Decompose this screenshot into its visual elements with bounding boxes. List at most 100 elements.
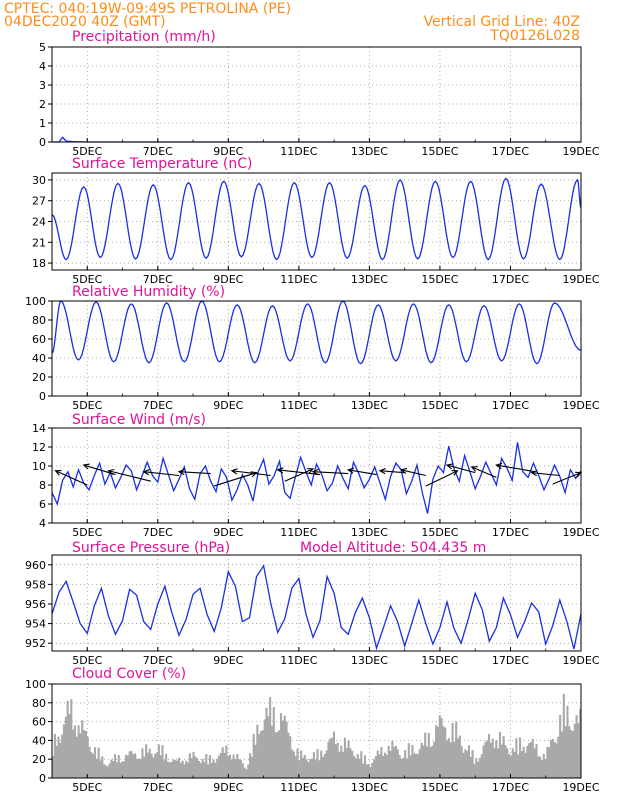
cloud-bar <box>249 753 252 778</box>
cloud-bar <box>522 746 525 778</box>
cloud-bar <box>205 754 208 778</box>
cloud-bar <box>176 760 179 778</box>
cloud-bar <box>546 746 549 778</box>
cloud-bar <box>103 764 106 778</box>
pressure-xtick-label: 7DEC <box>143 654 173 667</box>
cloud-bar <box>70 699 73 778</box>
precip-ytick-label: 5 <box>39 41 46 54</box>
cloud-bar <box>186 762 190 778</box>
cloud-bar <box>75 736 78 778</box>
temp-title: Surface Temperature (nC) <box>72 156 253 172</box>
cloud-bar <box>498 731 502 778</box>
wind-arrow <box>143 471 180 477</box>
cloud-bar <box>247 764 250 778</box>
wind-arrow <box>83 464 116 476</box>
cloud-bar <box>367 763 370 778</box>
cloud-bar <box>537 756 540 778</box>
temp-xtick-label: 11DEC <box>280 273 317 286</box>
wind-arrow-head <box>177 468 185 476</box>
cloud-bar <box>393 747 396 778</box>
cloud-bar <box>456 738 460 778</box>
pressure-xtick-label: 15DEC <box>421 654 458 667</box>
cloud-bar <box>117 755 120 778</box>
wind-arrow-head <box>230 468 238 475</box>
cloud-bar <box>382 756 385 778</box>
cloud-bar <box>354 758 357 778</box>
cloud-bar <box>548 746 551 778</box>
wind-series-line <box>51 442 582 514</box>
cloud-bar <box>119 762 122 778</box>
cloud-bar <box>68 713 71 778</box>
cloud-bar <box>358 758 361 778</box>
temp-panel: 18 21 24 27 30 5DEC 7DEC 9DEC 11DEC 13DEC 15DEC 17D… <box>32 172 600 286</box>
cloud-bar <box>197 761 201 778</box>
cloud-bar <box>307 762 310 778</box>
cloud-bar <box>447 738 450 778</box>
cloud-bar <box>387 745 390 778</box>
precip-ytick-label: 2 <box>39 98 46 111</box>
cloud-bar <box>435 725 438 778</box>
cloud-bar <box>137 758 140 778</box>
cloud-bar <box>276 731 279 778</box>
rh-series-line <box>51 300 582 365</box>
cloud-bar <box>464 749 467 778</box>
cloud-ytick-label: 40 <box>32 734 46 747</box>
cloud-bar <box>451 723 454 778</box>
cloud-xtick-label: 15DEC <box>421 781 458 794</box>
cloud-bar <box>484 741 487 778</box>
wind-arrow <box>401 469 426 477</box>
cloud-bar <box>491 738 494 778</box>
cloud-title: Cloud Cover (%) <box>72 666 186 682</box>
cloud-ytick-label: 60 <box>32 716 46 729</box>
cloud-bar <box>132 754 135 778</box>
cloud-bar <box>155 752 159 778</box>
cloud-bar <box>283 715 286 778</box>
cloud-bar <box>446 740 449 778</box>
cloud-bar <box>259 731 263 778</box>
wind-ytick-label: 6 <box>39 498 46 511</box>
cloud-bar <box>280 713 283 778</box>
precip-xtick-label: 19DEC <box>562 145 599 158</box>
cloud-bar <box>513 751 516 778</box>
pressure-title: Surface Pressure (hPa) <box>72 540 230 556</box>
wind-arrow <box>531 472 560 477</box>
wind-ytick-label: 10 <box>32 460 46 473</box>
header-model-id: TQ0126L028 <box>489 28 580 44</box>
cloud-bar <box>183 764 186 778</box>
cloud-bar <box>376 750 379 778</box>
cloud-bar <box>482 745 485 778</box>
pressure-series-line <box>51 564 582 651</box>
cloud-bar <box>221 747 224 778</box>
cloud-bar <box>72 729 75 778</box>
cloud-bar <box>289 736 292 778</box>
cloud-bar <box>83 730 86 778</box>
cloud-bar <box>407 743 410 778</box>
wind-arrow-head <box>530 470 538 477</box>
rh-xtick-label: 15DEC <box>421 399 458 412</box>
cloud-bar <box>535 744 538 778</box>
cloud-bar <box>95 758 98 778</box>
rh-ytick-label: 0 <box>39 390 46 403</box>
cloud-bar <box>318 760 321 778</box>
pressure-xtick-label: 9DEC <box>213 654 243 667</box>
cloud-bar <box>356 754 359 778</box>
cloud-bar <box>174 760 177 778</box>
precip-xtick-label: 7DEC <box>143 145 173 158</box>
rh-ytick-label: 80 <box>32 314 46 327</box>
cloud-bar <box>489 742 492 778</box>
cloud-bar <box>577 723 580 778</box>
pressure-xtick-label: 5DEC <box>72 654 102 667</box>
wind-arrow-head <box>470 466 478 472</box>
pressure-xtick-label: 17DEC <box>492 654 529 667</box>
rh-xtick-label: 17DEC <box>492 399 529 412</box>
cloud-bar <box>73 725 77 778</box>
wind-arrow <box>178 471 211 475</box>
cloud-bar <box>566 705 569 778</box>
cloud-bar <box>440 717 443 778</box>
cloud-bar <box>400 758 403 778</box>
cloud-bar <box>383 752 387 778</box>
cloud-bar <box>425 746 429 778</box>
rh-frame <box>51 300 582 397</box>
cloud-bar <box>473 764 476 778</box>
cloud-bar <box>404 750 407 778</box>
